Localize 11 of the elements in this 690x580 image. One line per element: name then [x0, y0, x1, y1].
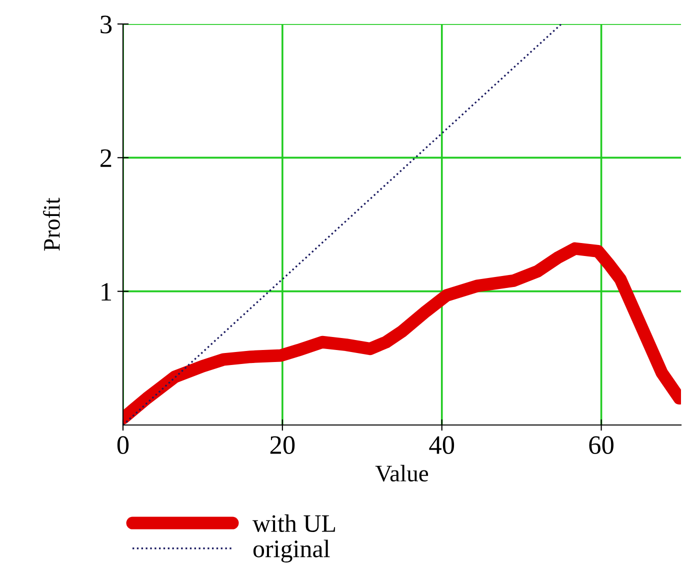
x-axis-title: Value	[375, 464, 428, 482]
y-axis-title: Profit	[43, 198, 60, 251]
y-tick-label: 2	[100, 149, 112, 167]
x-tick-label: 60	[589, 436, 614, 454]
legend-label: original	[253, 540, 330, 562]
y-tick-label: 3	[100, 16, 112, 34]
x-tick-label: 0	[117, 436, 129, 454]
x-tick-label: 40	[429, 436, 454, 454]
legend-label: with UL	[252, 514, 336, 532]
y-tick-label: 1	[102, 283, 111, 300]
x-tick-label: 20	[270, 436, 295, 454]
